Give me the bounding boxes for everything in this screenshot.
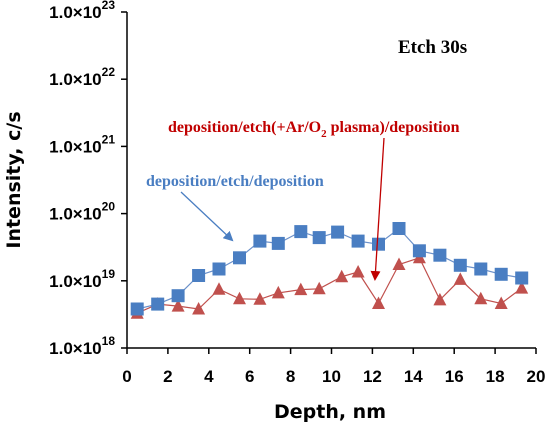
x-tick-label: 16 [445,367,464,386]
x-tick-label: 20 [527,367,546,386]
data-point-square [312,231,326,245]
data-point-square [151,297,165,311]
data-point-square [494,267,508,281]
data-point-triangle [335,269,349,283]
data-point-square [294,225,308,239]
data-point-triangle [212,282,226,295]
x-tick-label: 4 [204,367,214,386]
y-axis-label: Intensity, c/s [3,111,25,248]
x-tick-label: 8 [286,367,295,386]
annotation-red-arrow [370,137,385,281]
x-axis-label: Depth, nm [274,401,386,423]
data-point-triangle [494,296,508,309]
data-point-triangle [312,281,326,295]
data-point-square [351,234,365,248]
data-point-triangle [453,272,467,285]
series-marks-deposition-etch-deposition [130,222,529,316]
x-tick-label: 2 [163,367,172,386]
data-point-square [433,248,447,262]
data-point-triangle [253,292,267,305]
data-point-square [253,234,267,248]
y-tick-label: 1.0×1020 [49,200,115,224]
data-point-square [331,225,345,239]
data-point-square [412,244,426,258]
y-tick-label: 1.0×1018 [49,334,115,358]
y-tick-label: 1.0×1023 [49,0,115,22]
x-tick-label: 0 [122,367,131,386]
y-ticks: 1.0×1023 1.0×1022 1.0×1021 1.0×1020 1.0×1019… [49,0,127,358]
data-point-square [192,269,206,282]
y-tick-label: 1.0×1022 [49,65,115,89]
etch-label: Etch 30s [398,37,467,58]
data-point-triangle [192,302,206,315]
data-point-triangle [433,292,447,306]
data-point-square [453,258,467,272]
x-tick-label: 10 [322,367,341,386]
x-tick-label: 6 [245,367,254,386]
data-point-square [474,262,488,276]
data-point-triangle [474,291,488,305]
data-point-square [271,236,285,250]
data-point-square [212,262,226,276]
data-point-triangle [372,296,385,309]
x-tick-label: 12 [363,367,382,386]
series-marks-deposition-etch-plasma-deposition [130,250,529,319]
x-tick-label: 14 [404,367,423,386]
annotation-blue-label: deposition/etch/deposition [146,173,324,190]
data-point-square [392,222,406,235]
data-point-square [130,302,144,316]
x-ticks: 0 2 4 6 8 10 12 14 16 18 20 [122,348,545,386]
data-point-triangle [515,281,529,294]
data-point-square [372,237,385,251]
y-tick-label: 1.0×1021 [49,132,115,156]
data-point-triangle [392,257,406,270]
data-point-triangle [351,265,365,278]
data-point-square [233,251,246,265]
annotation-red-label: deposition/etch(+Ar/O2 plasma)/depositio… [168,119,460,140]
y-tick-label: 1.0×1019 [49,267,115,291]
data-point-square [171,289,185,303]
data-point-triangle [271,285,285,299]
data-point-square [515,271,529,285]
data-point-triangle [233,291,246,305]
data-point-triangle [171,299,185,312]
data-point-triangle [294,282,308,296]
x-tick-label: 18 [486,367,505,386]
annotation-blue-arrow [180,191,234,242]
